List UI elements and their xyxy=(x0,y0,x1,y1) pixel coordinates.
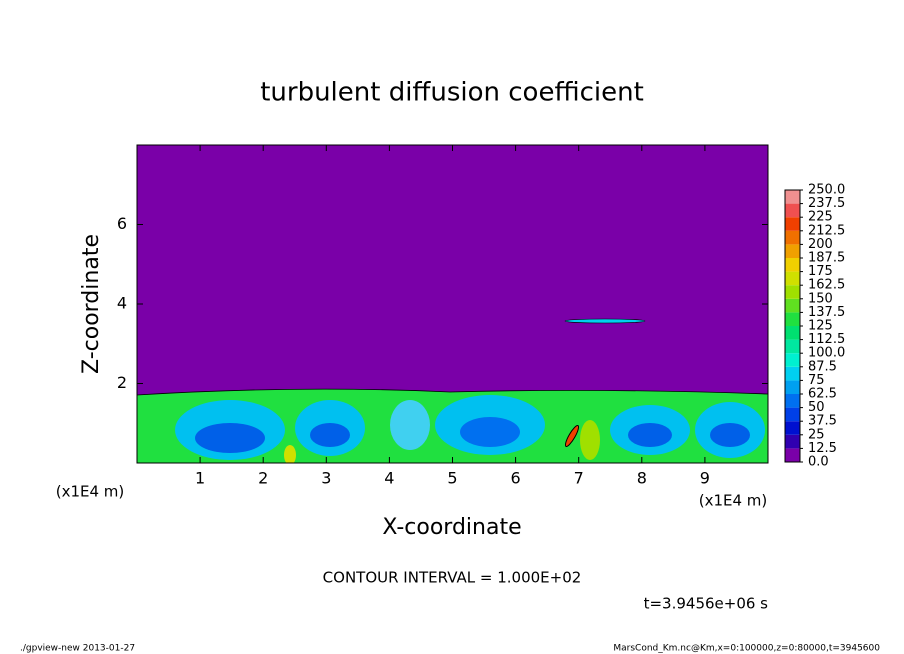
colorbar-label: 12.5 xyxy=(808,441,837,456)
footer-right: MarsCond_Km.nc@Km,x=0:100000,z=0:80000,t… xyxy=(613,644,880,654)
colorbar-segment xyxy=(785,258,800,272)
colorbar-segment xyxy=(785,421,800,435)
x-axis-label: X-coordinate xyxy=(382,515,521,540)
colorbar-label: 37.5 xyxy=(808,414,837,429)
colorbar-segment xyxy=(785,230,800,245)
colorbar-segment xyxy=(785,448,800,462)
colorbar-segment xyxy=(785,190,800,204)
colorbar-label: 100.0 xyxy=(808,346,845,361)
colorbar-segment xyxy=(785,217,800,231)
x-tick-label: 1 xyxy=(195,469,205,488)
y-axis-label: Z-coordinate xyxy=(79,234,104,374)
colorbar-label: 212.5 xyxy=(808,223,845,238)
colorbar-label: 187.5 xyxy=(808,251,845,266)
contour-field xyxy=(137,145,768,463)
colorbar-label: 150 xyxy=(808,291,833,306)
y-unit: (x1E4 m) xyxy=(56,483,125,501)
colorbar-label: 75 xyxy=(808,373,825,388)
colorbar-label: 175 xyxy=(808,264,833,279)
colorbar-segment xyxy=(785,353,800,367)
colorbar-label: 62.5 xyxy=(808,387,837,402)
contour-interval: CONTOUR INTERVAL = 1.000E+02 xyxy=(323,569,582,587)
colorbar-label: 50 xyxy=(808,400,825,415)
colorbar-label: 162.5 xyxy=(808,278,845,293)
colorbar-label: 25 xyxy=(808,427,825,442)
colorbar-label: 225 xyxy=(808,210,833,225)
y-tick-label: 2 xyxy=(117,373,127,392)
y-tick-label: 6 xyxy=(117,214,127,233)
x-tick-label: 9 xyxy=(700,469,710,488)
colorbar-label: 112.5 xyxy=(808,332,845,347)
x-tick-label: 8 xyxy=(637,469,647,488)
colorbar-segment xyxy=(785,394,800,408)
x-tick-label: 3 xyxy=(321,469,331,488)
colorbar-segment xyxy=(785,312,800,326)
chart-title: turbulent diffusion coefficient xyxy=(260,78,644,108)
colorbar-segment xyxy=(785,366,800,381)
colorbar-label: 137.5 xyxy=(808,305,845,320)
time-label: t=3.9456e+06 s xyxy=(644,595,769,613)
colorbar-segment xyxy=(785,326,800,340)
colorbar-segment xyxy=(785,203,800,218)
colorbar-label: 200 xyxy=(808,237,833,252)
colorbar-label: 87.5 xyxy=(808,359,837,374)
x-tick-label: 7 xyxy=(574,469,584,488)
colorbar-label: 237.5 xyxy=(808,196,845,211)
x-tick-label: 2 xyxy=(258,469,268,488)
colorbar-segment xyxy=(785,380,800,394)
colorbar-segment xyxy=(785,434,800,449)
x-tick-label: 6 xyxy=(511,469,521,488)
colorbar-segment xyxy=(785,298,800,313)
footer-left: ./gpview-new 2013-01-27 xyxy=(20,644,135,654)
colorbar-segment xyxy=(785,285,800,299)
colorbar-segment xyxy=(785,339,800,354)
colorbar-segment xyxy=(785,244,800,258)
x-unit: (x1E4 m) xyxy=(699,492,768,510)
x-tick-label: 4 xyxy=(384,469,394,488)
x-tick-label: 5 xyxy=(447,469,457,488)
colorbar-label: 125 xyxy=(808,319,833,334)
colorbar-label: 250.0 xyxy=(808,183,845,198)
colorbar-segment xyxy=(785,271,800,286)
colorbar-segment xyxy=(785,407,800,422)
y-tick-label: 4 xyxy=(117,294,127,313)
colorbar-label: 0.0 xyxy=(808,455,829,470)
